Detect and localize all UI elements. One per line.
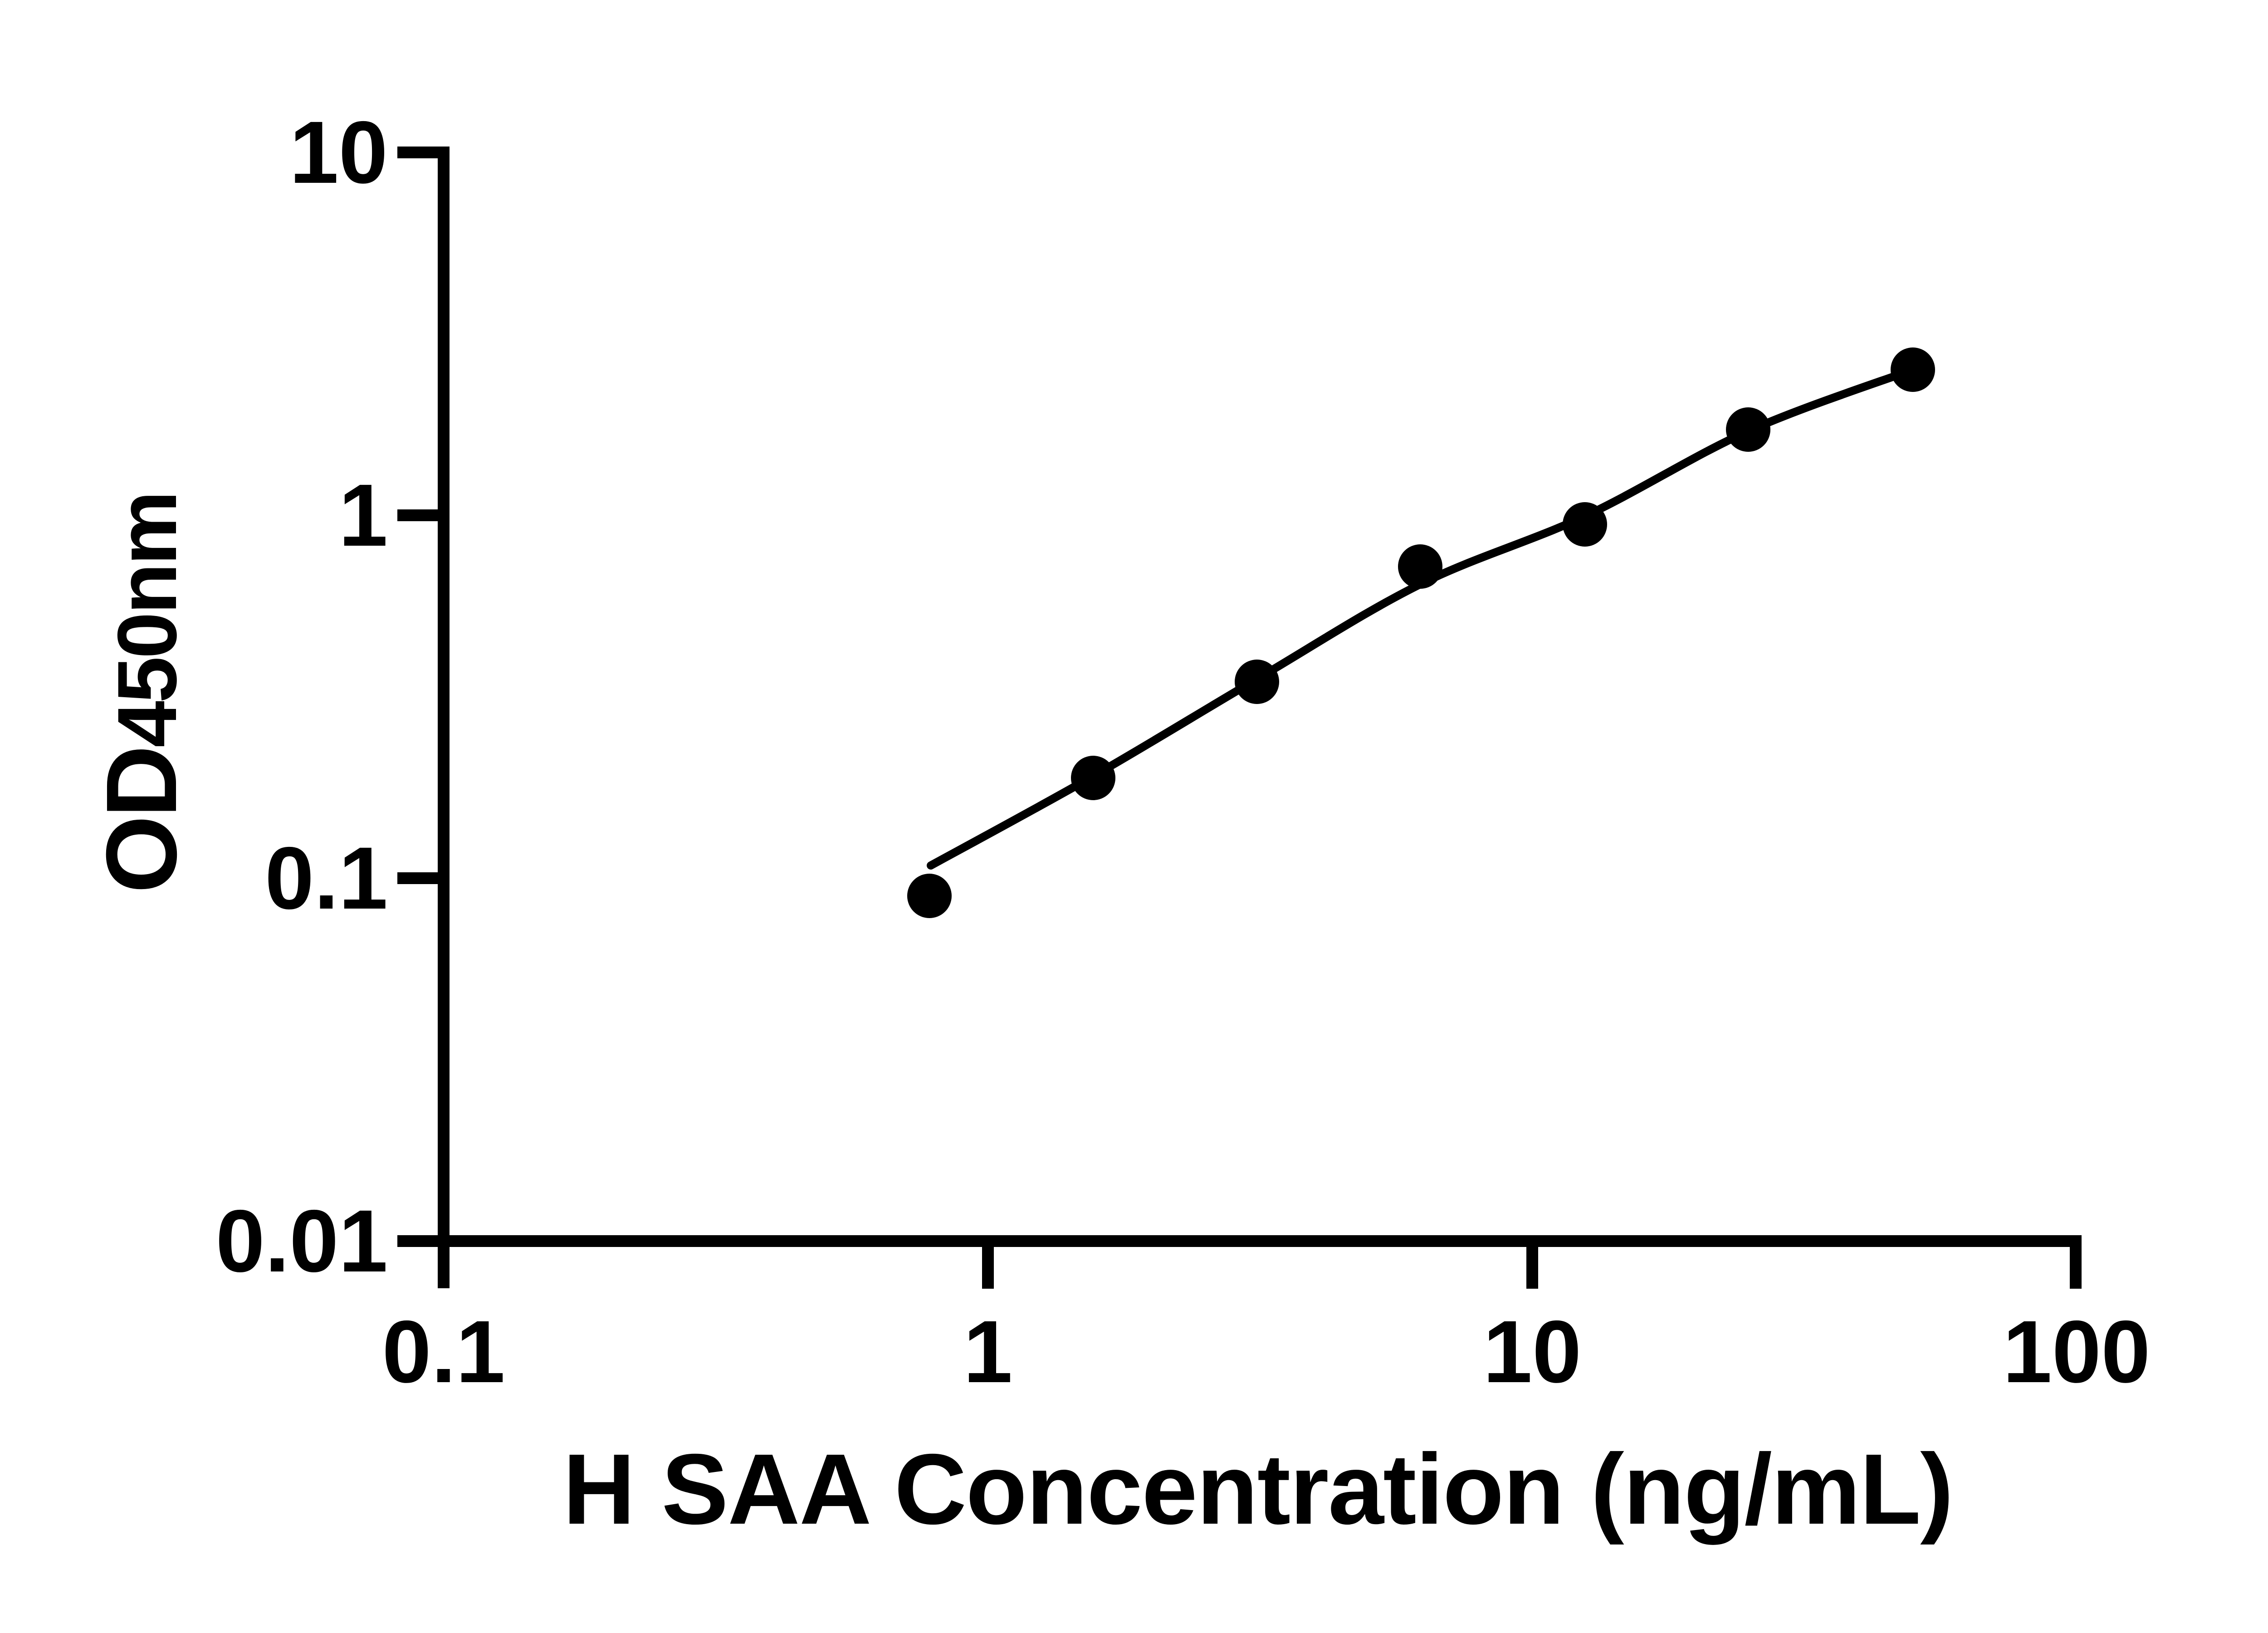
svg-text:100: 100 <box>2003 1302 2150 1401</box>
svg-text:0.1: 0.1 <box>265 829 388 928</box>
svg-text:1: 1 <box>339 466 388 565</box>
svg-text:10: 10 <box>1483 1302 1582 1401</box>
svg-text:H SAA Concentration (ng/mL): H SAA Concentration (ng/mL) <box>563 1433 1953 1545</box>
svg-text:OD450nm: OD450nm <box>85 493 197 894</box>
svg-text:0.01: 0.01 <box>215 1192 388 1291</box>
svg-text:10: 10 <box>289 103 388 202</box>
svg-text:1: 1 <box>963 1302 1012 1401</box>
svg-text:0.1: 0.1 <box>382 1302 505 1401</box>
